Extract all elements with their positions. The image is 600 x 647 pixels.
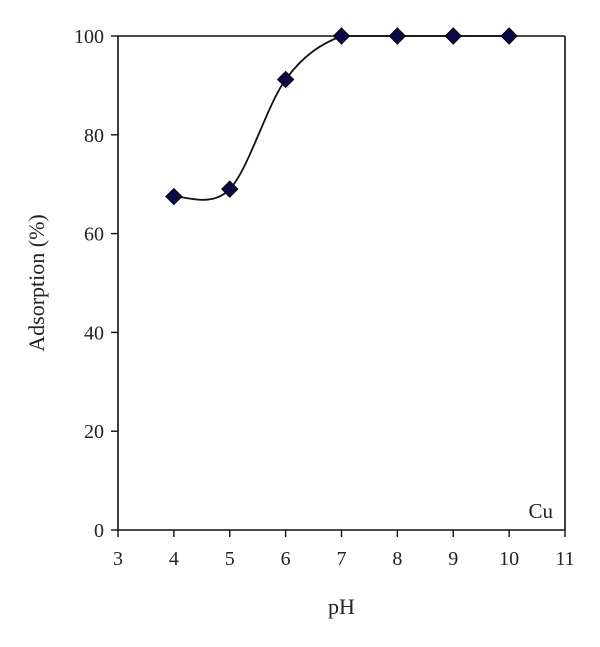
- plot-frame: [117, 35, 566, 531]
- data-points: [165, 27, 518, 206]
- x-axis-label: pH: [328, 594, 355, 619]
- data-point: [221, 180, 239, 198]
- x-tick-label: 3: [113, 548, 123, 570]
- x-tick-label: 9: [448, 548, 458, 570]
- fit-curve: [173, 35, 510, 201]
- x-tick-label: 8: [392, 548, 402, 570]
- data-point: [276, 70, 295, 89]
- y-tick-label: 100: [74, 26, 104, 48]
- y-tick-label: 0: [94, 520, 104, 542]
- axis-ticks: [111, 35, 566, 537]
- data-point: [165, 187, 183, 206]
- data-point: [444, 27, 462, 45]
- x-tick-label: 10: [499, 548, 519, 570]
- x-tick-label: 7: [337, 548, 347, 570]
- data-point: [388, 27, 407, 45]
- series-annotation: Cu: [528, 499, 553, 523]
- x-tick-label: 6: [281, 548, 291, 570]
- x-tick-label: 5: [225, 548, 235, 570]
- y-tick-label: 60: [84, 224, 104, 246]
- y-tick-label: 80: [84, 125, 104, 147]
- x-tick-label: 4: [169, 548, 179, 570]
- data-point: [332, 27, 351, 45]
- data-point: [500, 27, 518, 45]
- x-tick-label: 11: [555, 548, 574, 570]
- y-axis-label: Adsorption (%): [24, 214, 49, 351]
- y-tick-label: 40: [84, 322, 104, 344]
- y-tick-label: 20: [84, 421, 104, 443]
- tick-labels: 3 4 5 6 7 8 9 10 11 0 20 40 60 80 100: [74, 26, 575, 570]
